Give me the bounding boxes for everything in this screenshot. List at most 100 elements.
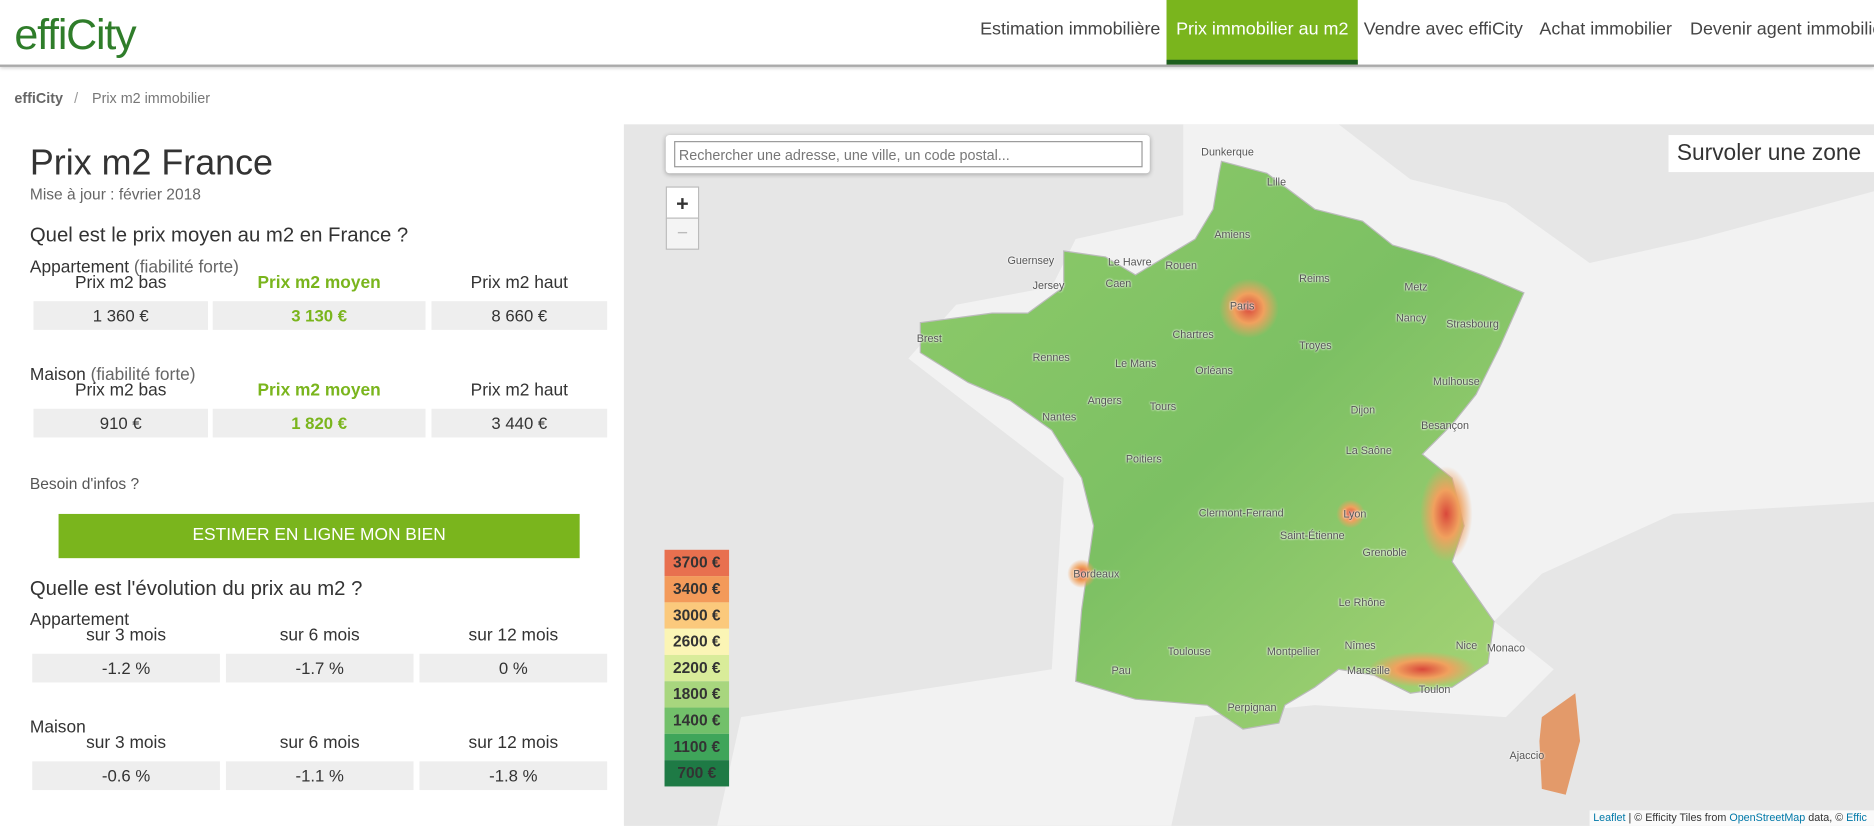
city-label: Le Havre	[1107, 255, 1152, 268]
section-label: Appartement	[30, 611, 129, 630]
nav-item[interactable]: Vendre avec effiCity	[1363, 19, 1523, 40]
city-label: Jersey	[1032, 279, 1065, 292]
hotspot	[1219, 278, 1279, 339]
column-header: Prix m2 bas	[74, 381, 167, 401]
city-label: Nîmes	[1344, 639, 1376, 652]
link[interactable]: Effic	[1846, 811, 1867, 824]
city-label: Rouen	[1165, 259, 1198, 272]
link[interactable]: Leaflet	[1593, 811, 1626, 824]
header	[0, 0, 1874, 67]
label: Appartement	[29, 610, 130, 630]
city-label: Nice	[1455, 639, 1478, 652]
city-label: Marseille	[1346, 664, 1391, 677]
city-label: Brest	[916, 332, 942, 345]
nav-item[interactable]: Prix immobilier au m2	[1166, 0, 1358, 65]
city-label: Monaco	[1486, 641, 1526, 654]
city-label: Besançon	[1421, 419, 1469, 432]
legend-item: 2200 €	[664, 654, 730, 682]
corsica	[1539, 693, 1581, 795]
nav-item[interactable]: Estimation immobilière	[980, 19, 1161, 40]
city-label: Grenoble	[1362, 546, 1407, 559]
legend-item: 3700 €	[664, 549, 730, 577]
link[interactable]: OpenStreetMap	[1729, 811, 1806, 824]
city-label: Rennes	[1032, 351, 1070, 364]
legend-item: 700 €	[664, 760, 730, 787]
city-label: Lille	[1266, 175, 1287, 188]
city-label: Strasbourg	[1446, 317, 1499, 330]
breadcrumb-current: Prix m2 immobilier	[92, 89, 210, 107]
city-label: Saint-Étienne	[1280, 529, 1345, 542]
breadcrumb-sep: /	[74, 89, 79, 107]
legend-item: 3400 €	[664, 576, 730, 603]
legend-item: 1400 €	[664, 707, 730, 734]
legend-item: 2600 €	[664, 628, 730, 655]
breadcrumb-home[interactable]: effiCity	[14, 89, 63, 107]
nav-item[interactable]: Devenir agent immobilier	[1690, 19, 1874, 40]
hotspot	[1336, 499, 1365, 529]
map-layer	[717, 124, 1874, 826]
value-box: 8 660 €	[431, 301, 608, 330]
city-label: Montpellier	[1266, 645, 1320, 658]
heading: Quelle est l'évolution du prix au m2 ?	[29, 577, 363, 600]
column-header: sur 12 mois	[468, 626, 559, 646]
reliability: (fiabilité forte)	[133, 258, 239, 278]
city-label: Caen	[1105, 277, 1132, 290]
value-box: 1 360 €	[33, 301, 208, 330]
legend-item: 3000 €	[664, 602, 730, 629]
label: Appartement	[29, 258, 130, 278]
value-box: -0.6 %	[32, 761, 220, 791]
city-label: Le Mans	[1115, 357, 1157, 370]
column-header: sur 3 mois	[86, 626, 167, 646]
zoom-out[interactable]: −	[665, 217, 700, 250]
city-label: Lyon	[1343, 507, 1367, 520]
hotspot	[1419, 466, 1473, 562]
france	[919, 160, 1525, 730]
logo[interactable]: effiCity	[14, 9, 136, 59]
city-label: Troyes	[1299, 339, 1332, 352]
column-header: Prix m2 moyen	[257, 273, 381, 293]
column-header: Prix m2 haut	[470, 273, 568, 293]
column-header: sur 3 mois	[86, 733, 167, 753]
city-label: Tours	[1149, 400, 1177, 413]
nav-item[interactable]: Achat immobilier	[1539, 19, 1672, 40]
text: data, ©	[1808, 811, 1844, 824]
heading: Quel est le prix moyen au m2 en France ?	[29, 223, 409, 247]
legend-item: 1800 €	[664, 681, 730, 708]
zoom-in[interactable]: +	[665, 186, 700, 220]
help[interactable]: Besoin d'infos ?	[29, 474, 140, 493]
column-header: sur 6 mois	[279, 733, 360, 753]
city-label: Metz	[1404, 280, 1428, 293]
column-header: Prix m2 bas	[74, 273, 167, 293]
value-box: 0 %	[419, 653, 608, 683]
estimate-button[interactable]: ESTIMER EN LIGNE MON BIEN	[58, 513, 580, 559]
title: Prix m2 France	[29, 143, 273, 183]
city-label: Perpignan	[1227, 701, 1277, 714]
city-label: Dijon	[1350, 403, 1376, 416]
value-box: -1.8 %	[419, 761, 608, 791]
legend-item: 1100 €	[664, 733, 730, 761]
hotspot	[1368, 651, 1477, 688]
city-label: Reims	[1299, 272, 1330, 285]
section-label: Maison (fiabilité forte)	[30, 366, 196, 385]
city-label: Orléans	[1195, 364, 1233, 377]
value-box: 910 €	[33, 408, 208, 438]
city-label: Amiens	[1214, 228, 1251, 241]
section-label: Maison	[30, 718, 86, 737]
text: | © Efficity Tiles from	[1628, 811, 1727, 824]
city-label: Poitiers	[1125, 452, 1162, 465]
label: Maison	[29, 365, 86, 385]
column-header: Prix m2 moyen	[257, 381, 381, 401]
label: Maison	[29, 718, 86, 738]
city-label: Mulhouse	[1433, 375, 1480, 388]
search-input[interactable]: Rechercher une adresse, une ville, un co…	[674, 141, 1143, 168]
city-label: Angers	[1087, 394, 1122, 407]
map[interactable]	[623, 124, 1874, 826]
column-header: sur 6 mois	[279, 626, 360, 646]
reliability: (fiabilité forte)	[90, 365, 196, 385]
hotspot	[1067, 559, 1096, 589]
city-label: Clermont-Ferrand	[1198, 506, 1284, 519]
city-label: Pau	[1111, 664, 1131, 677]
value-box: -1.2 %	[32, 653, 220, 683]
city-label: Nancy	[1395, 311, 1427, 324]
